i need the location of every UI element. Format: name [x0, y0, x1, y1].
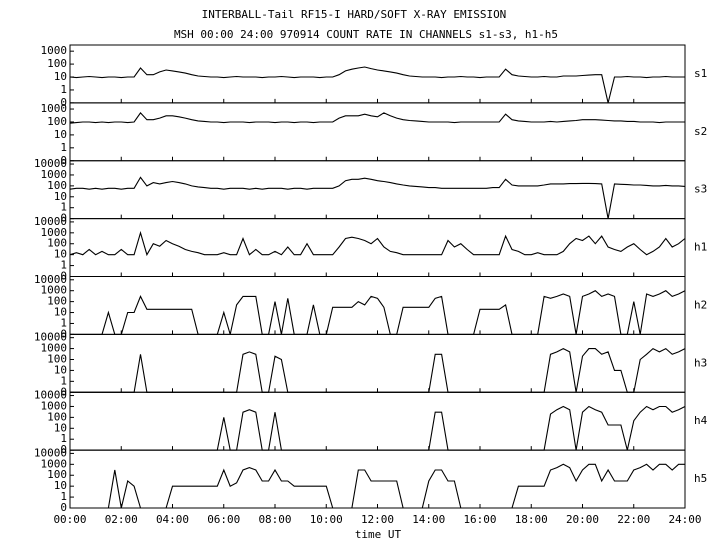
panel-label: h5 [694, 472, 707, 485]
y-tick-label: 100 [47, 468, 67, 481]
x-tick-label: 16:00 [463, 513, 496, 526]
y-tick-label: 100 [47, 295, 67, 308]
trace [70, 463, 685, 509]
y-tick-label: 100 [47, 57, 67, 70]
y-tick-label: 10000 [34, 273, 67, 286]
y-tick-label: 0 [60, 501, 67, 514]
y-tick-label: 0 [60, 385, 67, 398]
y-tick-label: 1 [60, 316, 67, 329]
y-tick-label: 10000 [34, 331, 67, 344]
x-axis-label: time UT [355, 528, 402, 541]
y-tick-label: 0 [60, 154, 67, 167]
y-tick-label: 10000 [34, 215, 67, 228]
x-tick-label: 12:00 [361, 513, 394, 526]
panel-label: s3 [694, 183, 707, 196]
x-tick-label: 04:00 [156, 513, 189, 526]
y-tick-label: 1000 [41, 284, 68, 297]
panel-label: s2 [694, 125, 707, 138]
y-tick-label: 1 [60, 374, 67, 387]
y-tick-label: 1 [60, 141, 67, 154]
y-tick-label: 10000 [34, 157, 67, 170]
panel-label: s1 [694, 67, 707, 80]
y-tick-label: 1 [60, 490, 67, 503]
y-tick-label: 100 [47, 410, 67, 423]
y-tick-label: 0 [60, 96, 67, 109]
panel-label: h1 [694, 241, 707, 254]
y-tick-label: 10 [54, 306, 67, 319]
panel-label: h2 [694, 298, 707, 311]
panel-frame [69, 391, 686, 451]
y-tick-label: 1000 [41, 399, 68, 412]
y-tick-label: 10000 [34, 446, 67, 459]
y-tick-label: 10 [54, 128, 67, 141]
y-tick-label: 1000 [41, 168, 68, 181]
y-tick-label: 1000 [41, 102, 68, 115]
panel-frame [69, 276, 686, 335]
x-tick-label: 22:00 [617, 513, 650, 526]
y-tick-label: 100 [47, 115, 67, 128]
y-tick-label: 100 [47, 237, 67, 250]
y-tick-label: 10 [54, 70, 67, 83]
panel-label: h3 [694, 356, 707, 369]
panel-frame [69, 218, 686, 277]
y-tick-label: 10 [54, 421, 67, 434]
trace [69, 66, 685, 104]
panel-frame [69, 449, 686, 509]
panel-label: h4 [694, 414, 708, 427]
panel-frame [69, 102, 686, 162]
y-tick-label: 100 [47, 352, 67, 365]
trace [69, 230, 686, 257]
y-tick-label: 1000 [41, 342, 68, 355]
y-tick-label: 10000 [34, 389, 67, 402]
trace [69, 176, 686, 219]
y-tick-label: 0 [60, 443, 67, 456]
trace [70, 405, 686, 451]
y-tick-label: 10 [54, 190, 67, 203]
y-tick-label: 1 [60, 259, 67, 272]
x-tick-label: 24:00 [668, 513, 701, 526]
y-tick-label: 100 [47, 179, 67, 192]
chart-subtitle: MSH 00:00 24:00 970914 COUNT RATE IN CHA… [174, 28, 558, 41]
panel-frame [69, 44, 686, 104]
y-tick-label: 1 [60, 432, 67, 445]
y-tick-label: 0 [60, 270, 67, 283]
x-tick-label: 06:00 [207, 513, 240, 526]
trace [69, 112, 685, 124]
y-tick-label: 1000 [41, 226, 68, 239]
x-tick-label: 10:00 [310, 513, 343, 526]
x-tick-label: 00:00 [53, 513, 86, 526]
x-tick-label: 20:00 [566, 513, 599, 526]
x-tick-label: 08:00 [258, 513, 291, 526]
y-tick-label: 1000 [41, 457, 68, 470]
x-tick-label: 18:00 [515, 513, 548, 526]
y-tick-label: 1 [60, 83, 67, 96]
y-tick-label: 0 [60, 212, 67, 225]
panel-frame [69, 160, 686, 220]
panel-frame [69, 333, 686, 393]
x-tick-label: 02:00 [105, 513, 138, 526]
trace [70, 347, 686, 393]
y-tick-label: 10 [54, 479, 67, 492]
trace [70, 290, 686, 335]
y-tick-label: 1 [60, 201, 67, 214]
x-tick-label: 14:00 [412, 513, 445, 526]
y-tick-label: 10 [54, 363, 67, 376]
y-tick-label: 10 [54, 248, 67, 261]
y-tick-label: 1000 [41, 44, 68, 57]
y-tick-label: 0 [60, 327, 67, 340]
chart-title: INTERBALL-Tail RF15-I HARD/SOFT X-RAY EM… [202, 8, 507, 21]
